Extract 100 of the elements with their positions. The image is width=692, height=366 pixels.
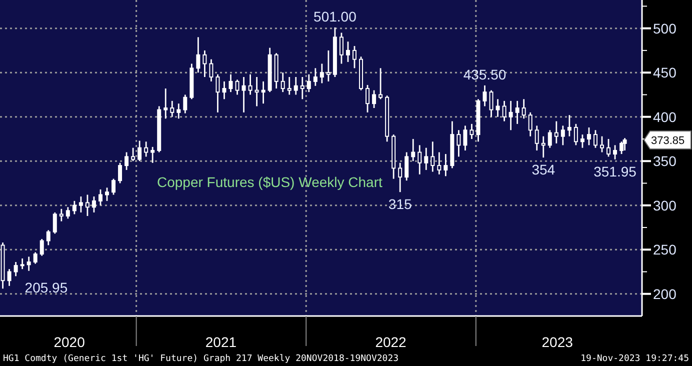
- candlestick: [522, 98, 526, 120]
- candlestick: [470, 123, 474, 140]
- candlestick: [339, 32, 344, 64]
- y-tick-label: 300: [653, 197, 677, 214]
- candlestick: [138, 140, 142, 162]
- annotation: 354: [532, 162, 556, 178]
- candlestick: [398, 162, 402, 193]
- candlestick: [346, 40, 350, 63]
- candlestick: [105, 186, 109, 202]
- candlestick: [600, 136, 604, 153]
- candlestick: [46, 229, 50, 246]
- candlestick: [7, 268, 12, 287]
- text: 19-Nov-2023 19:27:45: [580, 354, 689, 364]
- candlestick: [541, 136, 546, 158]
- candlestick: [124, 152, 129, 171]
- candlestick: [528, 112, 532, 138]
- text: Copper Futures ($US) Weekly Chart: [157, 174, 382, 190]
- candlestick: [593, 129, 598, 149]
- candlestick: [170, 100, 174, 118]
- candlestick: [320, 63, 324, 84]
- candlestick: [560, 124, 565, 146]
- candlestick: [66, 206, 70, 220]
- candlestick: [112, 178, 116, 196]
- candlestick: [59, 208, 64, 222]
- y-tick-label: 350: [653, 153, 677, 170]
- candlestick: [502, 100, 506, 122]
- candlestick: [261, 80, 266, 104]
- candlestick: [574, 123, 578, 146]
- candlestick: [287, 76, 292, 96]
- annotation: 315: [388, 196, 412, 212]
- candlestick: [534, 124, 539, 152]
- candlestick: [613, 144, 618, 160]
- candlestick: [196, 36, 200, 74]
- x-tick-label: 2023: [542, 334, 574, 350]
- candlestick: [424, 147, 428, 171]
- candlestick: [620, 140, 624, 155]
- candlestick: [404, 152, 409, 182]
- candlestick: [150, 146, 155, 164]
- candlestick: [26, 256, 31, 272]
- candlestick: [72, 200, 76, 215]
- candlestick: [489, 90, 494, 118]
- y-tick-label: 200: [653, 286, 677, 302]
- y-tick-label: 250: [653, 242, 677, 258]
- candlestick: [372, 90, 376, 109]
- candlestick: [20, 258, 24, 270]
- candlestick: [352, 45, 356, 69]
- candlestick: [164, 88, 168, 120]
- candlestick: [98, 188, 102, 206]
- candlestick: [131, 147, 136, 162]
- y-tick-label: 400: [653, 108, 677, 125]
- candlestick: [482, 84, 487, 107]
- candlestick: [144, 140, 148, 158]
- candlestick: [235, 78, 240, 96]
- candlestick: [228, 74, 233, 93]
- annotation: 501.00: [314, 8, 357, 24]
- candlestick: [40, 238, 44, 257]
- candlestick: [437, 152, 442, 176]
- candlestick: [176, 102, 181, 120]
- candlestick: [248, 74, 252, 96]
- candlestick: [444, 153, 448, 177]
- candlestick: [456, 129, 461, 158]
- y-tick-label: 500: [653, 20, 677, 36]
- annotation: 373.85: [651, 134, 685, 147]
- candlestick: [85, 194, 90, 217]
- candlestick: [508, 100, 513, 131]
- candlestick: [280, 72, 285, 93]
- candlestick: [300, 76, 304, 100]
- candlestick: [183, 94, 188, 114]
- x-tick-label: 2020: [54, 334, 86, 350]
- candlestick: [222, 80, 226, 100]
- y-tick-label: 450: [653, 64, 677, 81]
- candlestick: [567, 114, 572, 138]
- candlestick: [78, 196, 83, 214]
- candlestick: [622, 137, 627, 152]
- candlestick: [378, 67, 383, 100]
- candlestick: [586, 126, 591, 146]
- x-tick-label: 2021: [205, 334, 237, 350]
- annotation: 351.95: [594, 163, 637, 180]
- candlestick: [418, 144, 422, 176]
- candlestick: [366, 84, 370, 114]
- candlestick: [430, 140, 435, 172]
- candlestick: [92, 196, 96, 214]
- candlestick: [496, 98, 500, 118]
- candlestick: [33, 252, 38, 264]
- candlestick: [14, 261, 18, 277]
- candlestick: [606, 138, 611, 158]
- candlestick: [118, 162, 122, 184]
- candlestick: [313, 67, 318, 87]
- candlestick: [326, 50, 330, 82]
- text: HG1 Comdty (Generic 1st 'HG' Future) Graph 217 Weekly 20NOV2018-19NOV2023: [3, 354, 399, 364]
- candlestick: [202, 50, 207, 78]
- candlestick: [294, 76, 298, 96]
- candlestick: [242, 76, 246, 114]
- annotation: 435.50: [463, 66, 506, 82]
- candlestick: [411, 138, 416, 162]
- candlestick: [209, 58, 214, 82]
- x-tick-label: 2022: [375, 334, 407, 350]
- candlestick: [463, 124, 468, 152]
- annotation: 205.95: [24, 280, 68, 296]
- candlestick: [548, 129, 552, 149]
